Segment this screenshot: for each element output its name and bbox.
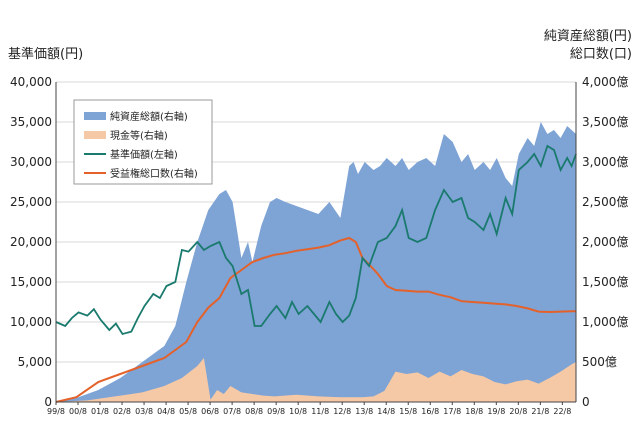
right-axis-title-2: 総口数(口) [570,47,632,62]
series-units-line [55,236,576,403]
right-axis-title-1: 純資産総額(円) [544,28,632,44]
x-tick-label: 00/8 [69,407,87,416]
x-tick-label: 19/8 [487,407,505,416]
x-tick-label: 04/8 [157,407,175,416]
left-tick-label: 35,000 [10,115,52,129]
left-axis-title: 基準価額(円) [8,46,83,62]
legend-item-units-label: 受益権総口数(右軸) [110,167,198,180]
left-tick-label: 40,000 [10,75,52,89]
left-tick-label: 15,000 [10,275,52,289]
right-tick-label: 2,000億 [582,235,628,249]
x-tick-label: 11/8 [311,407,329,416]
legend-item-net-assets-label: 純資産総額(右軸) [110,110,188,123]
x-tick-label: 22/8 [553,407,571,416]
right-tick-label: 500億 [582,355,617,369]
right-tick-label: 1,500億 [582,275,628,289]
x-tick-label: 17/8 [443,407,461,416]
legend: 純資産総額(右軸) 現金等(右軸) 基準価額(左軸) 受益権総口数(右軸) [73,99,213,185]
x-tick-label: 13/8 [355,407,373,416]
x-tick-label: 20/8 [509,407,527,416]
legend-item-cash-label: 現金等(右軸) [110,129,168,142]
right-tick-label: 0 [582,395,590,409]
series-nav-line [55,144,577,336]
x-tick-label: 03/8 [135,407,153,416]
x-tick-label: 16/8 [421,407,439,416]
x-tick-label: 18/8 [465,407,483,416]
left-tick-label: 0 [44,395,52,409]
x-tick-label: 07/8 [223,407,241,416]
right-tick-label: 3,500億 [582,115,628,129]
right-tick-label: 3,000億 [582,155,628,169]
plot-area: 0 5,000 10,000 15,000 20,000 25,000 30,000 35,0… [10,75,628,416]
legend-item-cash-swatch [84,131,106,139]
left-tick-label: 20,000 [10,235,52,249]
right-tick-label: 2,500億 [582,195,628,209]
x-tick-label: 14/8 [377,407,395,416]
x-tick-label: 12/8 [333,407,351,416]
left-tick-label: 30,000 [10,155,52,169]
x-tick-label: 05/8 [179,407,197,416]
x-tick-label: 09/8 [267,407,285,416]
legend-item-net-assets-swatch [84,112,106,120]
x-tick-label: 99/8 [47,407,65,416]
legend-item-nav-label: 基準価額(左軸) [110,148,178,161]
right-tick-label: 4,000億 [582,75,628,89]
x-tick-label: 08/8 [245,407,263,416]
left-tick-label: 10,000 [10,315,52,329]
left-tick-label: 5,000 [18,355,52,369]
x-tick-label: 10/8 [289,407,307,416]
right-tick-label: 1,000億 [582,315,628,329]
x-tick-label: 21/8 [531,407,549,416]
series-cash-area [56,358,576,402]
x-tick-label: 02/8 [113,407,131,416]
x-tick-label: 06/8 [201,407,219,416]
x-tick-label: 01/8 [91,407,109,416]
left-tick-label: 25,000 [10,195,52,209]
x-tick-label: 15/8 [399,407,417,416]
